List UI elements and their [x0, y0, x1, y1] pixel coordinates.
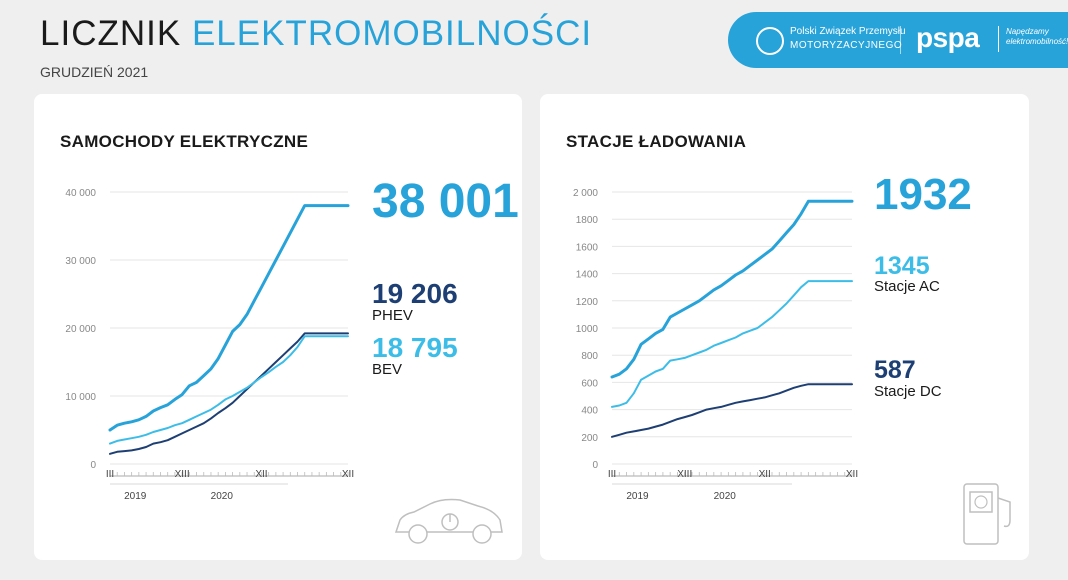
- stations-x-tick-label: XII: [759, 469, 771, 480]
- stations-y-tick-label: 800: [581, 351, 598, 362]
- stations-total-value: 1932: [874, 170, 972, 219]
- cars-x-tick-label: XII: [255, 469, 267, 480]
- cars-series-line-bev: [109, 335, 349, 445]
- pspa-logo: pspa: [916, 22, 980, 53]
- cars-y-tick-label: 20 000: [65, 324, 96, 335]
- cars-series-line-phev: [109, 332, 349, 455]
- stations-card: STACJE ŁADOWANIA 0 200 400 600 800 1000 1200 14…: [540, 94, 1029, 560]
- stations-series-line-stacje-ac: [611, 280, 853, 408]
- stations-y-tick-label: 2 000: [573, 188, 598, 199]
- cars-y-tick-label: 30 000: [65, 256, 96, 267]
- title-part-2: ELEKTROMOBILNOŚCI: [191, 14, 593, 53]
- phev-value: 19 206: [372, 278, 458, 309]
- pzpm-logo-icon: [756, 27, 784, 55]
- stations-y-tick-label: 1800: [576, 215, 599, 226]
- stations-y-tick-label: 1000: [576, 324, 599, 335]
- pzpm-name-line2: MOTORYZACYJNEGO: [790, 40, 903, 51]
- stations-x-tick-label: XIII: [677, 469, 692, 480]
- stations-y-tick-label: 1200: [576, 297, 599, 308]
- cars-y-tick-label: 0: [90, 460, 96, 471]
- stations-card-title: STACJE ŁADOWANIA: [566, 132, 747, 151]
- cars-series-line-total: [108, 204, 350, 432]
- pspa-tagline: Napędzamy elektromobilność!: [1006, 27, 1068, 47]
- cars-card-title: SAMOCHODY ELEKTRYCZNE: [60, 132, 309, 151]
- stations-x-tick-label: III: [608, 469, 616, 480]
- electric-car-icon: [394, 498, 503, 544]
- cars-total-value: 38 001: [372, 175, 519, 228]
- cars-card: SAMOCHODY ELEKTRYCZNE 0 10 000 20 000 30 00…: [34, 94, 522, 560]
- cars-x-group-label: 2020: [211, 491, 234, 502]
- phev-label: PHEV: [372, 307, 413, 324]
- pzpm-name-line1: Polski Związek Przemysłu: [790, 26, 906, 37]
- stations-x-tick-label: XII: [846, 469, 858, 480]
- stations-x-group-label: 2019: [626, 491, 649, 502]
- stations-x-group-label: 2020: [714, 491, 737, 502]
- page-title: LICZNIK ELEKTROMOBILNOŚCI: [40, 14, 592, 54]
- charging-station-icon: [963, 483, 1011, 545]
- cars-x-tick-label: XII: [342, 469, 354, 480]
- stations-series-line-total: [610, 199, 854, 379]
- cars-x-tick-label: III: [106, 469, 114, 480]
- cars-x-tick-label: XIII: [175, 469, 190, 480]
- dc-label: Stacje DC: [874, 383, 942, 400]
- dc-value: 587: [874, 356, 916, 384]
- cars-line-chart: 0 10 000 20 000 30 000 40 000 III XIII XII XII 20…: [65, 188, 354, 502]
- stations-series-line-stacje-dc: [611, 383, 853, 438]
- title-part-1: LICZNIK: [40, 14, 182, 53]
- stations-y-tick-label: 400: [581, 406, 598, 417]
- page-subtitle: GRUDZIEŃ 2021: [40, 64, 149, 80]
- ac-label: Stacje AC: [874, 278, 940, 295]
- logo-divider: [900, 26, 901, 54]
- pspa-tagline-line1: Napędzamy: [1006, 27, 1049, 36]
- stations-y-tick-label: 600: [581, 378, 598, 389]
- stations-y-tick-label: 1400: [576, 270, 599, 281]
- cars-y-tick-label: 10 000: [65, 392, 96, 403]
- pspa-divider: [998, 26, 999, 52]
- bev-value: 18 795: [372, 332, 458, 363]
- stations-y-tick-label: 0: [592, 460, 598, 471]
- partner-logos-bar: Polski Związek Przemysłu MOTORYZACYJNEGO…: [728, 12, 1068, 68]
- stations-line-chart: 0 200 400 600 800 1000 1200 1400 1600 1800 2 000 II…: [573, 188, 858, 502]
- bev-label: BEV: [372, 361, 403, 378]
- stations-y-tick-label: 1600: [576, 242, 599, 253]
- ac-value: 1345: [874, 252, 930, 280]
- stations-y-tick-label: 200: [581, 433, 598, 444]
- cars-x-group-label: 2019: [124, 491, 147, 502]
- cars-y-tick-label: 40 000: [65, 188, 96, 199]
- pspa-tagline-line2: elektromobilność!: [1006, 37, 1068, 46]
